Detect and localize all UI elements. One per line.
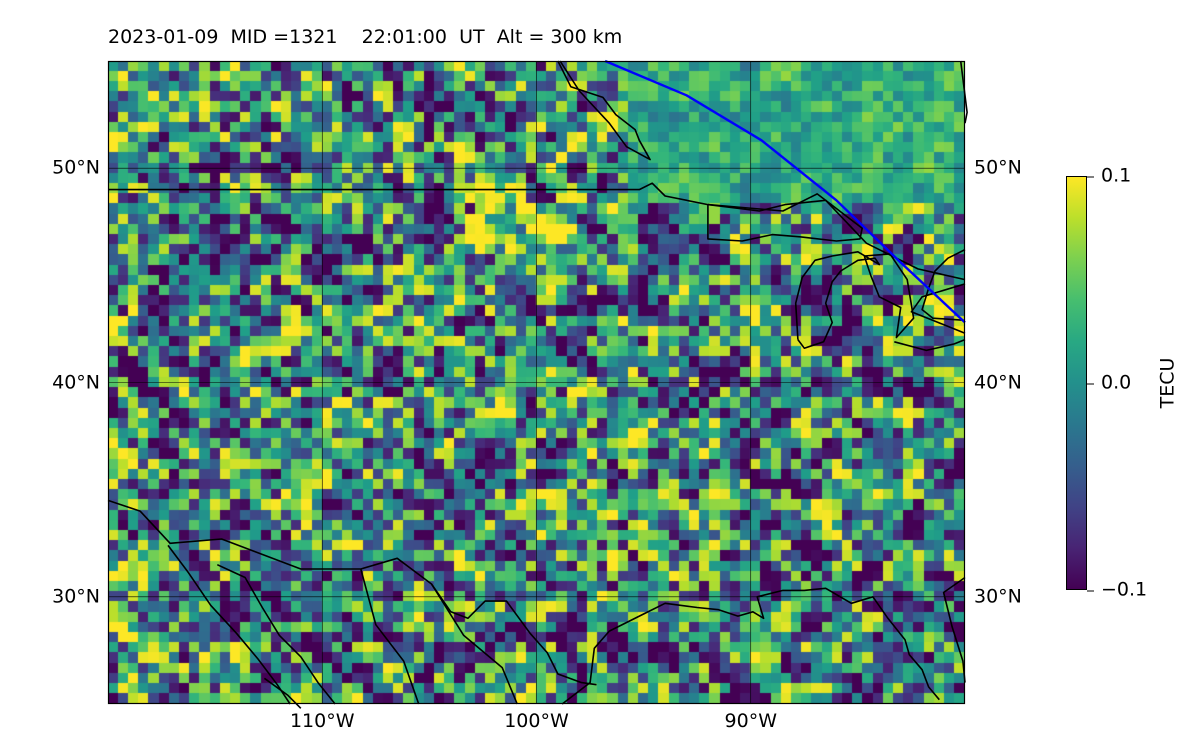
coastline <box>707 193 864 242</box>
terminator-line <box>604 59 966 324</box>
title-ut: UT <box>459 26 485 48</box>
coastline <box>216 563 336 705</box>
map-title: 2023-01-09 MID =1321 22:01:00 UT Alt = 3… <box>108 28 622 47</box>
coastline <box>942 576 966 683</box>
tec-map <box>107 59 968 709</box>
title-altitude: Alt = 300 km <box>496 26 623 48</box>
lat-tick-label: 50°N <box>974 156 1022 179</box>
coastline <box>108 182 966 281</box>
coastline <box>921 248 966 322</box>
coastline <box>557 60 651 161</box>
coastline <box>959 60 968 124</box>
colorbar-tick-label: 0.1 <box>1086 164 1132 187</box>
coastline <box>561 587 940 705</box>
colorbar-label: TECU <box>1156 357 1179 409</box>
lat-tick-label: 40°N <box>974 371 1022 393</box>
map-frame <box>107 60 966 705</box>
colorbar-tick-label: −0.1 <box>1086 578 1148 601</box>
lon-tick-label: 100°W <box>504 710 569 732</box>
lon-tick-label: 90°W <box>724 710 777 732</box>
coastline <box>107 499 597 686</box>
coastline <box>910 283 966 334</box>
coastline <box>430 583 518 705</box>
colorbar-tick-label: 0.0 <box>1086 371 1132 394</box>
lat-tick-label: 50°N <box>52 156 100 179</box>
coastline <box>894 338 966 352</box>
lat-tick-label: 40°N <box>52 371 100 393</box>
coastline <box>794 251 881 350</box>
coastline <box>863 253 915 339</box>
lon-tick-label: 110°W <box>289 710 355 732</box>
coastline <box>167 544 291 705</box>
colorbar <box>1066 176 1087 590</box>
lat-tick-label: 30°N <box>974 585 1022 608</box>
coastline <box>360 568 420 705</box>
title-time: 22:01:00 <box>361 26 447 48</box>
title-mid: MID =1321 <box>230 26 338 48</box>
map-overlay <box>107 59 968 709</box>
title-date: 2023-01-09 <box>108 26 219 48</box>
lat-tick-label: 30°N <box>52 585 100 608</box>
